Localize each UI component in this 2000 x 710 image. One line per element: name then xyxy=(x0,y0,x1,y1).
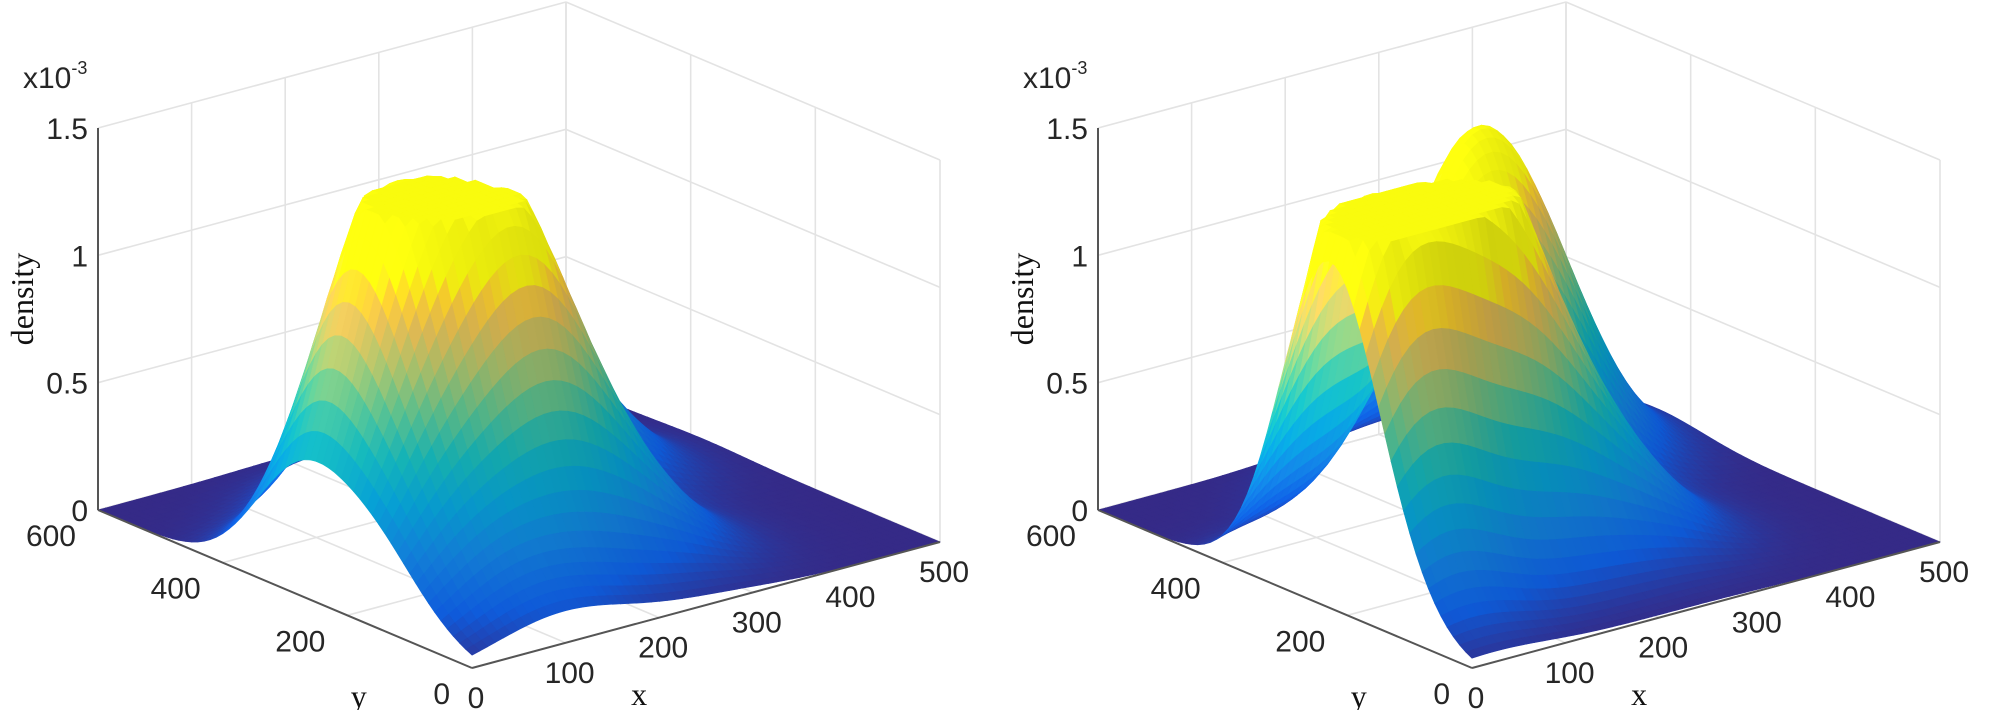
density-surface xyxy=(1097,124,1941,659)
z-tick-label: 1.5 xyxy=(46,113,88,146)
x-tick-label: 200 xyxy=(638,632,688,665)
surface-plot-left: 0100200300400500020040060000.511.5x10-3x… xyxy=(4,1,969,710)
x-tick-label: 0 xyxy=(468,682,485,710)
z-tick-label: 1 xyxy=(71,240,88,273)
z-tick-label: 0 xyxy=(71,495,88,528)
x-tick-label: 300 xyxy=(732,606,782,639)
x-tick-label: 500 xyxy=(919,556,969,589)
y-tick-label: 200 xyxy=(275,625,325,658)
z-exponent-power: -3 xyxy=(71,58,87,78)
z-exponent-label: x10-3 xyxy=(23,58,87,95)
x-axis-label: x xyxy=(631,676,647,710)
z-axis-label: density xyxy=(4,253,40,345)
y-tick-label: 0 xyxy=(433,678,450,710)
density-surface xyxy=(97,175,941,656)
y-tick-label: 600 xyxy=(26,520,76,553)
y-axis-label: y xyxy=(351,678,367,710)
x-tick-label: 100 xyxy=(545,657,595,690)
x-tick-label: 400 xyxy=(825,581,875,614)
surface-plot-right: 0100200300400500020040060000.511.5x10-3x… xyxy=(1004,1,1969,710)
y-tick-label: 400 xyxy=(151,573,201,606)
z-tick-label: 0.5 xyxy=(46,368,88,401)
